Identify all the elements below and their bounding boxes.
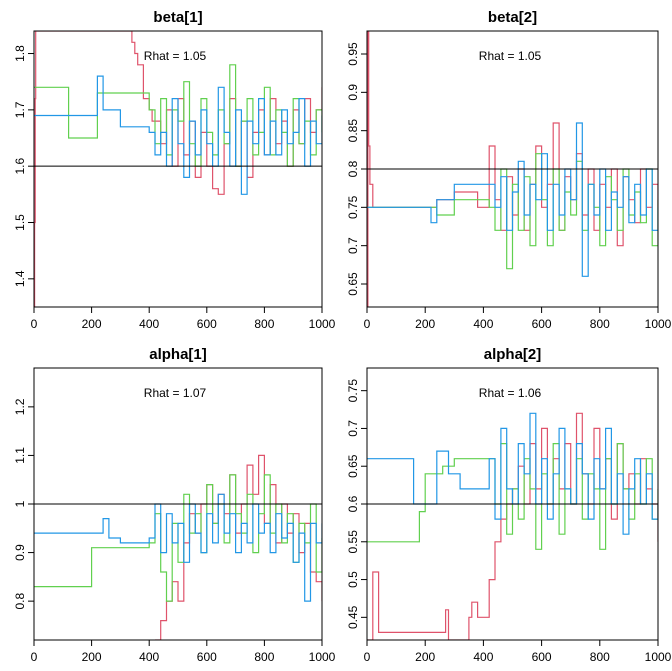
y-tick-label: 1.1 xyxy=(13,447,27,464)
x-tick-label: 400 xyxy=(473,650,493,664)
x-tick-label: 1000 xyxy=(309,650,336,664)
y-tick-label: 1.6 xyxy=(13,158,27,175)
y-tick-label: 0.7 xyxy=(346,420,360,437)
y-tick-label: 1.2 xyxy=(13,398,27,415)
x-tick-label: 800 xyxy=(590,317,610,331)
series-chain-3 xyxy=(367,412,658,535)
series-chain-1 xyxy=(155,454,322,640)
rhat-annotation: Rhat = 1.05 xyxy=(479,49,542,63)
x-tick-label: 1000 xyxy=(645,650,672,664)
series-chain-3 xyxy=(367,122,658,277)
panel-beta-1: beta[1] Rhat = 1.05 0 200 400 600 800 1000 1.4 1.… xyxy=(13,9,336,331)
y-tick-label: 0.55 xyxy=(346,530,360,554)
panel-alpha-2: alpha[2] Rhat = 1.06 0 200 400 600 800 1000 0.45… xyxy=(346,346,672,664)
x-tick-label: 200 xyxy=(82,317,102,331)
plot-frame xyxy=(33,30,323,308)
x-tick-label: 600 xyxy=(532,317,552,331)
x-tick-label: 200 xyxy=(415,650,435,664)
y-tick-label: 1.8 xyxy=(13,45,27,62)
y-tick-label: 0.95 xyxy=(346,42,360,66)
y-tick-label: 0.9 xyxy=(346,84,360,101)
panel-title: beta[2] xyxy=(488,9,537,26)
x-tick-label: 800 xyxy=(254,317,274,331)
series-group xyxy=(367,412,658,640)
y-tick-label: 1.7 xyxy=(13,101,27,118)
y-tick-label: 1 xyxy=(13,500,27,507)
panel-title: alpha[1] xyxy=(149,346,207,363)
series-group xyxy=(34,454,322,640)
y-tick-label: 1.4 xyxy=(13,270,27,287)
rhat-annotation: Rhat = 1.06 xyxy=(479,386,542,400)
panel-title: beta[1] xyxy=(153,9,202,26)
rhat-annotation: Rhat = 1.07 xyxy=(144,386,207,400)
y-tick-label: 0.75 xyxy=(346,195,360,219)
y-tick-label: 0.6 xyxy=(346,495,360,512)
x-tick-label: 0 xyxy=(31,650,38,664)
y-tick-label: 0.75 xyxy=(346,379,360,403)
x-tick-label: 600 xyxy=(197,650,217,664)
series-chain-1 xyxy=(34,31,322,307)
x-tick-label: 600 xyxy=(532,650,552,664)
x-tick-label: 400 xyxy=(473,317,493,331)
x-tick-label: 1000 xyxy=(645,317,672,331)
y-tick-label: 0.85 xyxy=(346,119,360,143)
x-tick-label: 1000 xyxy=(309,317,336,331)
y-tick-label: 0.8 xyxy=(13,592,27,609)
x-tick-label: 800 xyxy=(254,650,274,664)
y-tick-label: 0.5 xyxy=(346,571,360,588)
x-tick-label: 0 xyxy=(364,650,371,664)
x-tick-label: 600 xyxy=(197,317,217,331)
x-tick-label: 200 xyxy=(82,650,102,664)
y-tick-label: 0.9 xyxy=(13,544,27,561)
x-tick-label: 400 xyxy=(139,317,159,331)
y-tick-label: 0.65 xyxy=(346,454,360,478)
x-tick-label: 200 xyxy=(415,317,435,331)
y-tick-label: 0.8 xyxy=(346,160,360,177)
y-tick-label: 0.7 xyxy=(346,237,360,254)
series-chain-2 xyxy=(34,474,322,602)
panel-beta-2: beta[2] Rhat = 1.05 0 200 400 600 800 1000 0.65 0… xyxy=(346,9,672,331)
series-chain-3 xyxy=(34,75,322,195)
rhat-annotation: Rhat = 1.05 xyxy=(144,49,207,63)
x-tick-label: 0 xyxy=(364,317,371,331)
y-tick-label: 0.45 xyxy=(346,605,360,629)
series-group xyxy=(34,31,322,307)
x-tick-label: 800 xyxy=(590,650,610,664)
panel-title: alpha[2] xyxy=(484,346,542,363)
y-tick-label: 0.65 xyxy=(346,272,360,296)
y-tick-label: 1.5 xyxy=(13,214,27,231)
x-tick-label: 400 xyxy=(139,650,159,664)
x-tick-label: 0 xyxy=(31,317,38,331)
panel-alpha-1: alpha[1] Rhat = 1.07 0 200 400 600 800 1000 0.8 0… xyxy=(13,346,336,664)
